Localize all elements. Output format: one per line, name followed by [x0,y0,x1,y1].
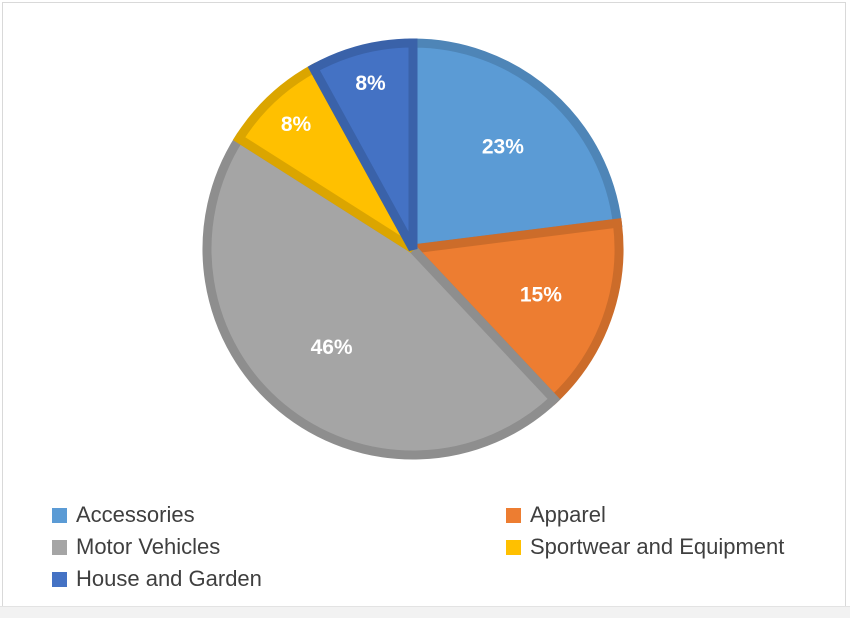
data-label-accessories: 23% [482,136,524,159]
data-label-motor-vehicles: 46% [311,336,353,359]
legend-item-motor-vehicles: Motor Vehicles [52,533,220,561]
legend-swatch-accessories [52,507,67,523]
legend-item-apparel: Apparel [506,501,606,529]
pie-slice-apparel [403,218,624,406]
pie-chart: 23% 15% 46% 8% 8% [202,38,624,460]
legend-swatch-sportwear-and-equipment [506,539,521,555]
data-label-house-and-garden: 8% [355,72,386,95]
legend-label-house-and-garden: House and Garden [76,566,262,591]
pie-slice-house-and-garden [307,38,418,252]
data-label-apparel: 15% [520,284,562,307]
legend-item-sportwear-and-equipment: Sportwear and Equipment [506,533,784,561]
legend-label-motor-vehicles: Motor Vehicles [76,534,221,559]
legend-label-accessories: Accessories [76,502,195,527]
legend-swatch-motor-vehicles [52,539,67,555]
legend-item-house-and-garden: House and Garden [52,565,262,593]
pie-slice-motor-vehicles [202,132,561,460]
pie-slices [202,38,624,460]
bottom-edge [0,606,850,618]
legend-item-accessories: Accessories [52,501,195,529]
legend-label-sportwear-and-equipment: Sportwear and Equipment [530,534,785,559]
legend-label-apparel: Apparel [530,502,606,527]
legend-swatch-house-and-garden [52,571,67,587]
pie-slice-accessories [408,38,623,255]
data-label-sportwear-and-equipment: 8% [281,113,312,136]
legend-swatch-apparel [506,507,521,523]
pie-data-labels: 23% 15% 46% 8% 8% [281,72,562,359]
legend: Accessories Apparel Motor Vehicles Sport… [0,500,850,600]
